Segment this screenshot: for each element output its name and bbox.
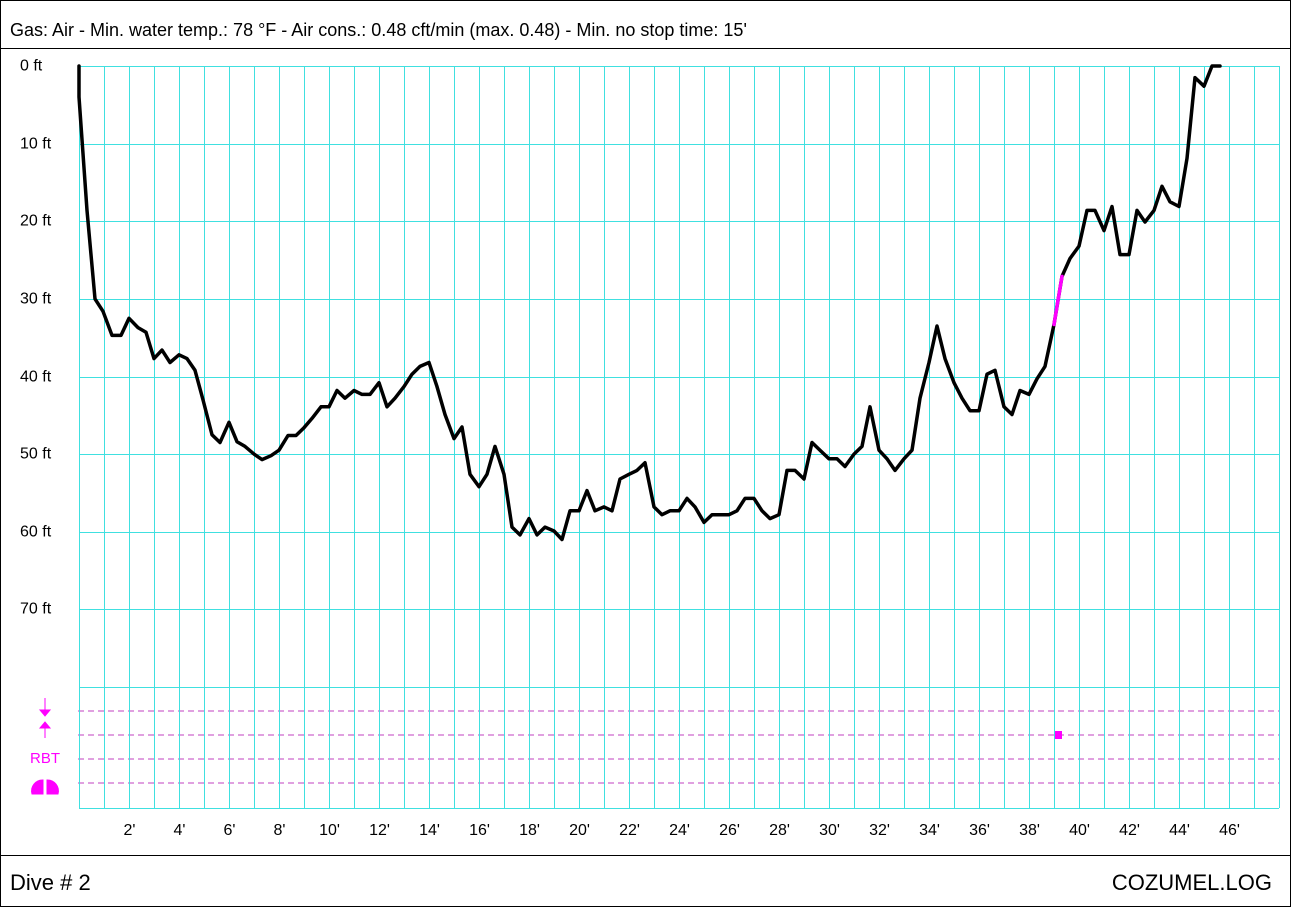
x-tick-label: 14' — [419, 822, 440, 839]
y-tick-label: 60 ft — [20, 524, 52, 541]
x-tick-label: 34' — [919, 822, 940, 839]
arrow-head — [38, 709, 52, 717]
x-tick-label: 40' — [1069, 822, 1090, 839]
y-tick-label: 70 ft — [20, 601, 52, 618]
ascent-icons — [31, 698, 59, 795]
x-tick-label: 20' — [569, 822, 590, 839]
event-marker — [1054, 731, 1062, 739]
x-tick-label: 4' — [174, 822, 186, 839]
chart-title: Gas: Air - Min. water temp.: 78 °F - Air… — [10, 20, 747, 40]
rbt-label: RBT — [30, 750, 60, 767]
file-name: COZUMEL.LOG — [1112, 870, 1272, 895]
x-tick-label: 12' — [369, 822, 390, 839]
x-tick-label: 2' — [124, 822, 136, 839]
x-tick-label: 30' — [819, 822, 840, 839]
x-tick-label: 46' — [1219, 822, 1240, 839]
x-tick-label: 24' — [669, 822, 690, 839]
grid — [79, 66, 1280, 809]
y-tick-label: 30 ft — [20, 291, 52, 308]
dive-number: Dive # 2 — [10, 870, 91, 895]
x-tick-label: 8' — [274, 822, 286, 839]
x-tick-label: 38' — [1019, 822, 1040, 839]
y-tick-label: 0 ft — [20, 58, 43, 75]
x-tick-label: 42' — [1119, 822, 1140, 839]
x-tick-label: 16' — [469, 822, 490, 839]
y-tick-label: 20 ft — [20, 213, 52, 230]
dome-right — [46, 779, 59, 795]
x-tick-label: 44' — [1169, 822, 1190, 839]
x-tick-label: 36' — [969, 822, 990, 839]
x-tick-label: 10' — [319, 822, 340, 839]
x-tick-label: 18' — [519, 822, 540, 839]
y-tick-label: 40 ft — [20, 369, 52, 386]
x-tick-label: 26' — [719, 822, 740, 839]
depth-profile — [1052, 274, 1064, 327]
x-tick-label: 6' — [224, 822, 236, 839]
x-tick-label: 32' — [869, 822, 890, 839]
dome-left — [31, 779, 44, 795]
y-tick-label: 10 ft — [20, 136, 52, 153]
arrow-head — [38, 721, 52, 729]
x-tick-label: 28' — [769, 822, 790, 839]
y-tick-label: 50 ft — [20, 446, 52, 463]
x-tick-label: 22' — [619, 822, 640, 839]
depth-profile — [77, 64, 1222, 542]
